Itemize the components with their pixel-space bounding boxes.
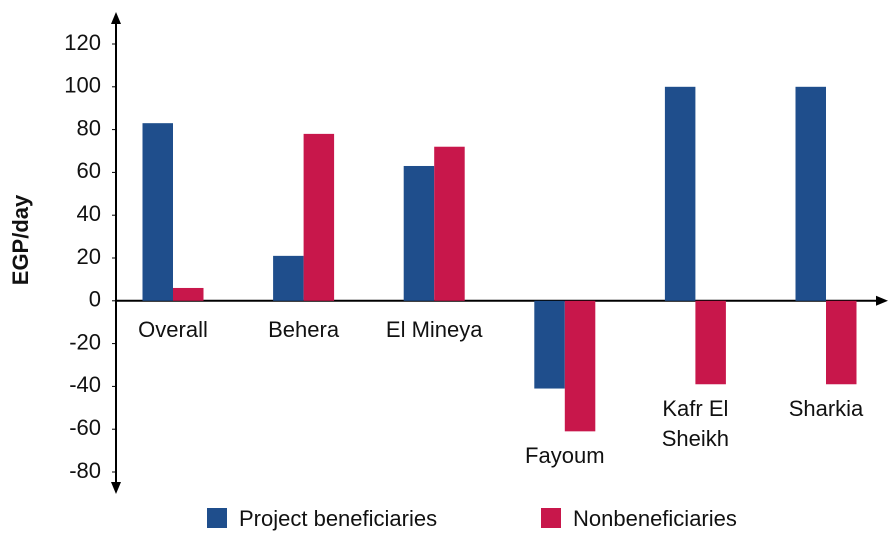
y-tick-label: 60 — [77, 158, 101, 183]
x-tick-label: Kafr El Sheikh — [661, 396, 730, 452]
y-axis-label: EGP/day — [8, 194, 33, 285]
y-tick-label: 20 — [77, 244, 101, 269]
x-axis-arrow — [876, 295, 888, 306]
y-tick-label: 100 — [64, 73, 101, 98]
x-tick-label: El Mineya — [385, 316, 483, 342]
bar — [795, 86, 826, 301]
x-tick-label: Sharkia — [788, 396, 864, 422]
bar — [534, 300, 565, 389]
bar — [564, 300, 596, 432]
y-tick-label: -80 — [69, 458, 101, 483]
bar — [826, 300, 857, 385]
y-tick-label: -20 — [69, 329, 101, 354]
bar — [273, 255, 304, 301]
x-tick-label: Behera — [268, 316, 340, 342]
bar — [664, 86, 696, 301]
legend-label: Nonbeneficiaries — [573, 506, 737, 531]
bar — [695, 300, 726, 385]
bar — [434, 146, 465, 301]
y-tick-label: -40 — [69, 372, 101, 397]
legend-swatch — [207, 508, 227, 528]
bar — [303, 133, 335, 301]
bar — [173, 287, 204, 301]
bar — [142, 123, 173, 301]
bar — [403, 165, 435, 301]
y-tick-label: 80 — [77, 115, 101, 140]
y-tick-label: 120 — [64, 30, 101, 55]
x-tick-label: Fayoum — [525, 443, 605, 469]
legend-swatch — [541, 508, 561, 528]
y-tick-label: 0 — [89, 287, 101, 312]
y-tick-label: -60 — [69, 415, 101, 440]
legend-label: Project beneficiaries — [239, 506, 437, 531]
x-tick-label: Overall — [138, 316, 208, 342]
y-tick-label: 40 — [77, 201, 101, 226]
